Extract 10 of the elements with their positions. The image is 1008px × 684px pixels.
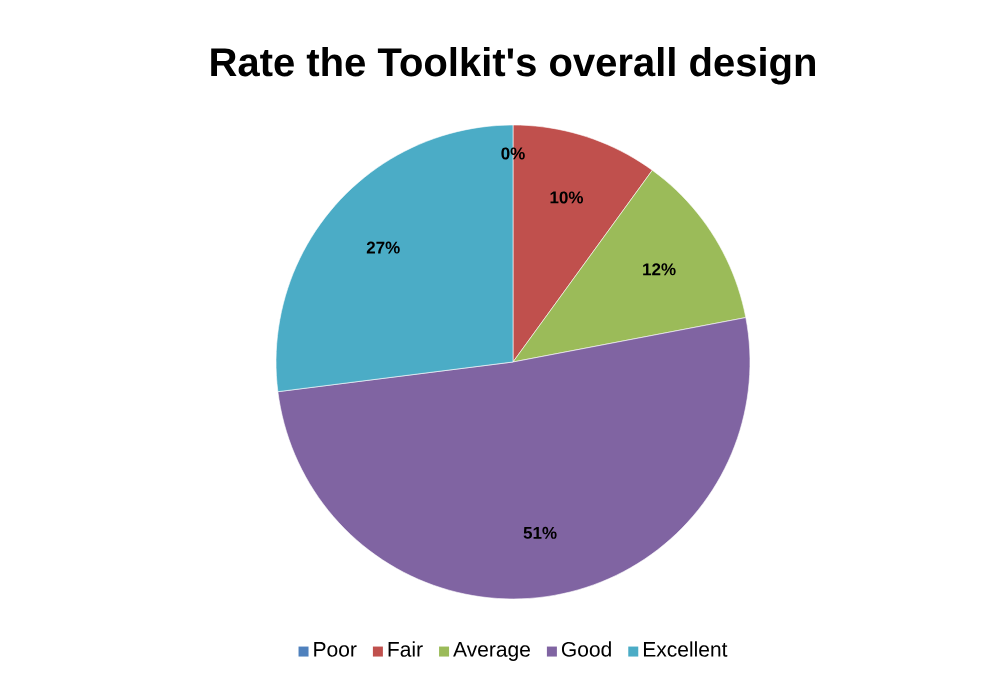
legend-label: Good	[561, 641, 611, 657]
data-label: 51%	[523, 526, 557, 539]
data-label: 12%	[643, 263, 676, 276]
chart-title: Rate the Toolkit's overall design	[211, 47, 815, 85]
legend-label: Poor	[314, 642, 357, 657]
legend-label: Average	[453, 642, 530, 661]
legend-label: Fair	[388, 641, 423, 657]
legend-label: Excellent	[643, 641, 728, 657]
data-label: 27%	[366, 241, 400, 254]
data-label: 10%	[550, 191, 584, 204]
